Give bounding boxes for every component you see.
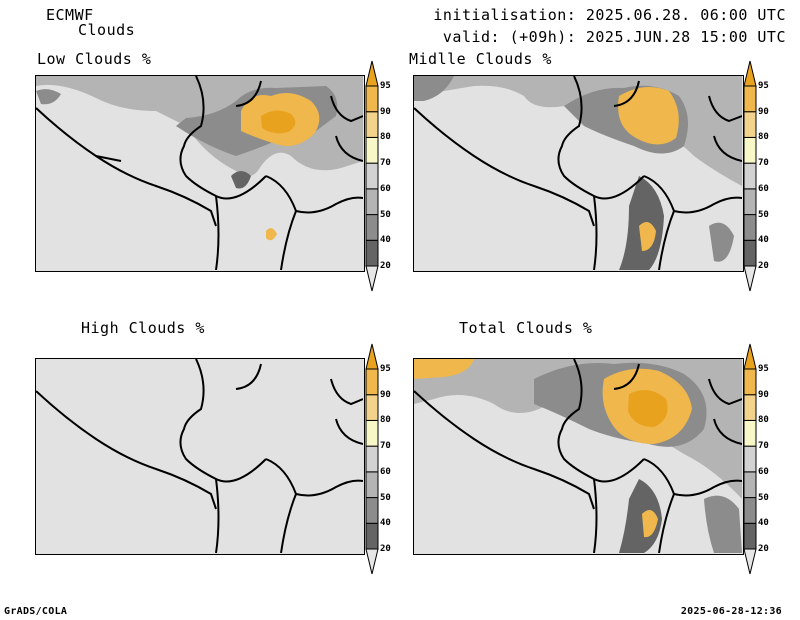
colorbar-segment <box>365 419 379 447</box>
colorbar-segment <box>743 188 757 216</box>
footer-software: GrADS/COLA <box>4 606 68 617</box>
colorbar-total: 20 40 50 60 70 80 90 95 <box>743 343 783 575</box>
model-name: ECMWF <box>46 6 94 24</box>
colorbar-tick-label: 70 <box>758 158 769 169</box>
colorbar-tick-label: 90 <box>380 389 391 400</box>
colorbar-tick-label: 95 <box>380 364 391 374</box>
colorbar-segment <box>365 111 379 138</box>
colorbar-tick-label: 60 <box>758 183 769 194</box>
borders <box>414 359 742 553</box>
colorbar-tick-label: 70 <box>758 441 769 452</box>
map-middle-clouds <box>413 75 744 272</box>
colorbar-tick-label: 80 <box>758 415 769 426</box>
panel-title-high: High Clouds % <box>81 319 205 337</box>
colorbar-segment <box>743 162 757 190</box>
colorbar-tick-label: 90 <box>380 106 391 117</box>
colorbar-arrow-low <box>365 265 379 292</box>
colorbar-tick-label: 60 <box>380 183 391 194</box>
colorbar-tick-label: 20 <box>758 544 769 554</box>
cloud-field <box>36 76 363 241</box>
colorbar-segment <box>365 162 379 190</box>
colorbar-segment <box>365 445 379 473</box>
borders <box>36 76 363 270</box>
colorbar-segment <box>743 214 757 241</box>
colorbar-arrow-high <box>743 343 757 370</box>
colorbar-tick-label: 80 <box>758 132 769 143</box>
colorbar-segment <box>365 471 379 499</box>
colorbar-segment <box>743 368 757 396</box>
colorbar-tick-label: 95 <box>758 81 769 91</box>
colorbar-segment <box>743 394 757 421</box>
colorbar-segment <box>743 111 757 138</box>
colorbar-tick-label: 50 <box>758 209 769 220</box>
cloud-field <box>414 76 742 270</box>
colorbar-segment <box>743 419 757 447</box>
colorbar-tick-label: 95 <box>758 364 769 374</box>
colorbar-tick-label: 50 <box>758 492 769 503</box>
panel-title-low: Low Clouds % <box>37 50 152 68</box>
colorbar-segment <box>365 239 379 267</box>
valid-time: valid: (+09h): 2025.JUN.28 15:00 UTC <box>442 28 786 46</box>
colorbar-tick-label: 40 <box>758 235 769 246</box>
colorbar-segment <box>365 497 379 524</box>
cloud-field <box>414 359 742 553</box>
colorbar-arrow-high <box>365 60 379 87</box>
colorbar-tick-label: 90 <box>758 389 769 400</box>
colorbar-tick-label: 70 <box>380 441 391 452</box>
colorbar-segment <box>365 214 379 241</box>
colorbar-tick-label: 50 <box>380 209 391 220</box>
colorbar-segment <box>743 239 757 267</box>
colorbar-segment <box>365 188 379 216</box>
colorbar-segment <box>365 522 379 550</box>
colorbar-arrow-high <box>743 60 757 87</box>
colorbar-tick-label: 20 <box>380 261 391 271</box>
panel-title-total: Total Clouds % <box>459 319 593 337</box>
colorbar-tick-label: 40 <box>380 518 391 529</box>
colorbar-tick-label: 80 <box>380 415 391 426</box>
colorbar-middle: 20 40 50 60 70 80 90 95 <box>743 60 783 292</box>
init-time: initialisation: 2025.06.28. 06:00 UTC <box>433 6 786 24</box>
colorbar-tick-label: 95 <box>380 81 391 91</box>
colorbar-arrow-low <box>365 548 379 575</box>
colorbar-segment <box>365 136 379 164</box>
colorbar-segment <box>743 85 757 113</box>
colorbar-segment <box>743 497 757 524</box>
colorbar-low: 20 40 50 60 70 80 90 95 <box>365 60 405 292</box>
borders <box>36 359 363 553</box>
colorbar-segment <box>743 136 757 164</box>
colorbar-segment <box>743 471 757 499</box>
colorbar-tick-label: 40 <box>380 235 391 246</box>
colorbar-tick-label: 90 <box>758 106 769 117</box>
colorbar-segment <box>743 522 757 550</box>
colorbar-tick-label: 70 <box>380 158 391 169</box>
map-total-clouds <box>413 358 744 555</box>
colorbar-tick-label: 80 <box>380 132 391 143</box>
colorbar-segment <box>743 445 757 473</box>
colorbar-arrow-high <box>365 343 379 370</box>
colorbar-tick-label: 60 <box>758 466 769 477</box>
colorbar-high: 20 40 50 60 70 80 90 95 <box>365 343 405 575</box>
borders <box>414 76 742 270</box>
colorbar-tick-label: 20 <box>758 261 769 271</box>
colorbar-tick-label: 50 <box>380 492 391 503</box>
footer-timestamp: 2025-06-28-12:36 <box>680 606 782 617</box>
colorbar-segment <box>365 394 379 421</box>
colorbar-tick-label: 20 <box>380 544 391 554</box>
colorbar-tick-label: 60 <box>380 466 391 477</box>
colorbar-arrow-low <box>743 265 757 292</box>
colorbar-tick-label: 40 <box>758 518 769 529</box>
colorbar-segment <box>365 85 379 113</box>
product-name: Clouds <box>78 21 136 39</box>
colorbar-arrow-low <box>743 548 757 575</box>
colorbar-segment <box>365 368 379 396</box>
map-low-clouds <box>35 75 365 272</box>
panel-title-middle: Midlle Clouds % <box>409 50 552 68</box>
map-high-clouds <box>35 358 365 555</box>
